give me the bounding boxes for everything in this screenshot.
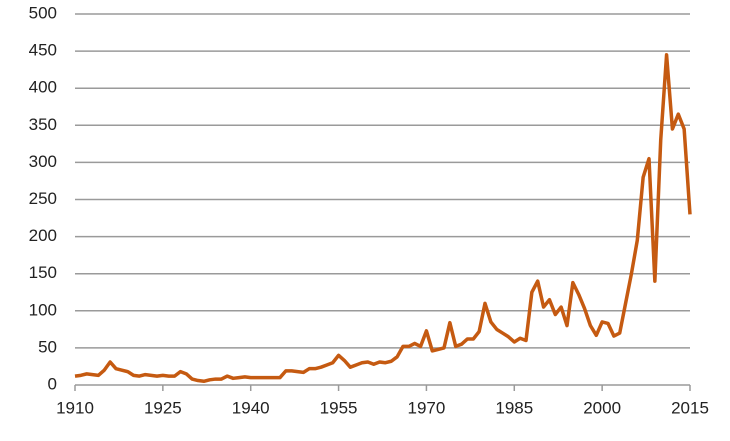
y-tick-label: 50 xyxy=(38,337,57,356)
x-tick-label: 1955 xyxy=(320,398,358,417)
y-tick-label: 450 xyxy=(29,41,57,60)
y-tick-label: 200 xyxy=(29,226,57,245)
y-tick-label: 250 xyxy=(29,189,57,208)
y-tick-label: 350 xyxy=(29,115,57,134)
y-tick-label: 300 xyxy=(29,152,57,171)
x-tick-label: 1940 xyxy=(232,398,270,417)
x-tick-label: 2015 xyxy=(671,398,709,417)
data-line xyxy=(74,53,692,384)
y-tick-label: 500 xyxy=(29,3,57,22)
x-tick-label: 1925 xyxy=(144,398,182,417)
x-tick-label: 1970 xyxy=(408,398,446,417)
y-tick-label: 100 xyxy=(29,300,57,319)
y-tick-label: 0 xyxy=(48,374,57,393)
x-tick-label: 1910 xyxy=(56,398,94,417)
y-tick-label: 150 xyxy=(29,263,57,282)
x-tick-label: 2000 xyxy=(583,398,621,417)
x-tick-label: 1985 xyxy=(495,398,533,417)
y-tick-label: 400 xyxy=(29,78,57,97)
